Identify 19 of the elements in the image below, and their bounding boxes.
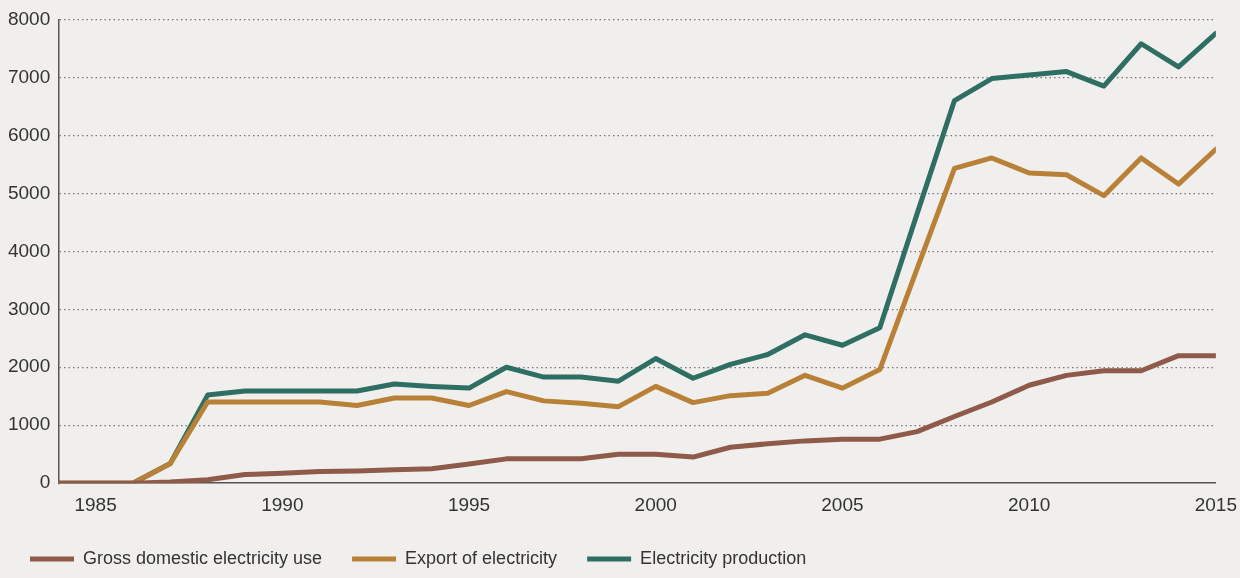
x-tick-label: 2015 (1194, 493, 1238, 515)
legend-label: Export of electricity (405, 547, 558, 568)
y-tick-label: 5000 (7, 181, 51, 203)
y-tick-label: 6000 (7, 123, 51, 145)
y-tick-label: 1000 (7, 413, 51, 435)
x-tick-label: 2005 (821, 493, 864, 515)
y-tick-label: 2000 (7, 355, 51, 377)
y-tick-label: 4000 (7, 239, 51, 261)
x-tick-label: 2010 (1008, 493, 1051, 515)
legend-label: Gross domestic electricity use (83, 547, 323, 568)
x-tick-label: 2000 (634, 493, 677, 515)
x-tick-label: 1990 (261, 493, 304, 515)
y-tick-label: 3000 (7, 297, 51, 319)
x-tick-label: 1985 (74, 493, 117, 515)
y-tick-label: 8000 (7, 7, 51, 29)
x-tick-label: 1995 (447, 493, 491, 515)
legend-label: Electricity production (640, 547, 807, 568)
y-tick-label: 0 (39, 471, 51, 493)
y-tick-label: 7000 (7, 65, 51, 87)
